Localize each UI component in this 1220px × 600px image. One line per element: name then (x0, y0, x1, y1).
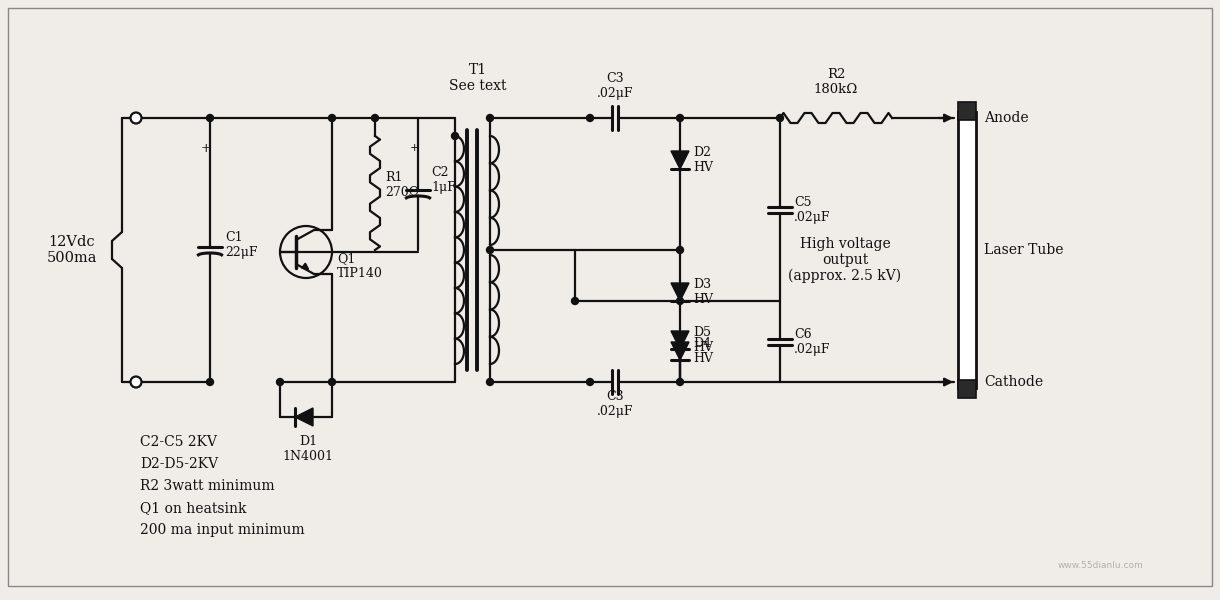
Text: C2
1μF: C2 1μF (431, 166, 456, 194)
Polygon shape (671, 151, 689, 169)
Bar (958, 380, 976, 398)
Circle shape (571, 298, 578, 304)
Circle shape (328, 115, 336, 121)
Text: www.55dianlu.com: www.55dianlu.com (1057, 560, 1143, 569)
Text: D2-D5-2KV: D2-D5-2KV (140, 457, 218, 471)
Text: +: + (410, 143, 418, 153)
Text: D3
HV: D3 HV (693, 278, 712, 306)
Circle shape (677, 379, 683, 385)
Text: C6
.02μF: C6 .02μF (794, 328, 831, 355)
Circle shape (206, 115, 213, 121)
Text: D4
HV: D4 HV (693, 337, 712, 365)
Circle shape (487, 247, 494, 253)
Text: 200 ma input minimum: 200 ma input minimum (140, 523, 305, 537)
Circle shape (487, 115, 494, 121)
Circle shape (131, 377, 142, 388)
Text: D1
1N4001: D1 1N4001 (283, 435, 333, 463)
Text: C1
22μF: C1 22μF (224, 231, 257, 259)
Text: Anode: Anode (985, 111, 1028, 125)
Text: High voltage
output
(approx. 2.5 kV): High voltage output (approx. 2.5 kV) (788, 236, 902, 283)
Text: R2 3watt minimum: R2 3watt minimum (140, 479, 274, 493)
Bar (958, 112, 976, 388)
Text: Cathode: Cathode (985, 375, 1043, 389)
Text: C5
.02μF: C5 .02μF (794, 196, 831, 223)
Text: C3
.02μF: C3 .02μF (597, 72, 633, 100)
Text: R2
180kΩ: R2 180kΩ (814, 68, 858, 96)
Circle shape (677, 247, 683, 253)
Circle shape (677, 115, 683, 121)
Circle shape (587, 379, 593, 385)
Circle shape (328, 379, 336, 385)
Circle shape (372, 115, 378, 121)
Text: Q1
TIP140: Q1 TIP140 (337, 252, 383, 280)
Circle shape (131, 113, 142, 124)
Text: T1
See text: T1 See text (449, 63, 506, 93)
Circle shape (451, 133, 459, 139)
Polygon shape (671, 331, 689, 349)
Circle shape (487, 379, 494, 385)
Circle shape (587, 115, 593, 121)
Text: R1
270Ω: R1 270Ω (386, 171, 420, 199)
Text: 12Vdc
500ma: 12Vdc 500ma (46, 235, 98, 265)
Circle shape (677, 298, 683, 304)
Text: C3
.02μF: C3 .02μF (597, 390, 633, 418)
Circle shape (206, 379, 213, 385)
Text: Q1 on heatsink: Q1 on heatsink (140, 501, 246, 515)
Circle shape (277, 379, 283, 385)
Text: +: + (200, 142, 211, 154)
Polygon shape (295, 408, 314, 426)
Polygon shape (671, 283, 689, 301)
Bar (958, 102, 976, 120)
Polygon shape (671, 342, 689, 360)
Text: Laser Tube: Laser Tube (985, 243, 1064, 257)
Text: D5
HV: D5 HV (693, 326, 712, 354)
Text: C2-C5 2KV: C2-C5 2KV (140, 435, 217, 449)
Text: D2
HV: D2 HV (693, 146, 712, 174)
Circle shape (776, 115, 783, 121)
